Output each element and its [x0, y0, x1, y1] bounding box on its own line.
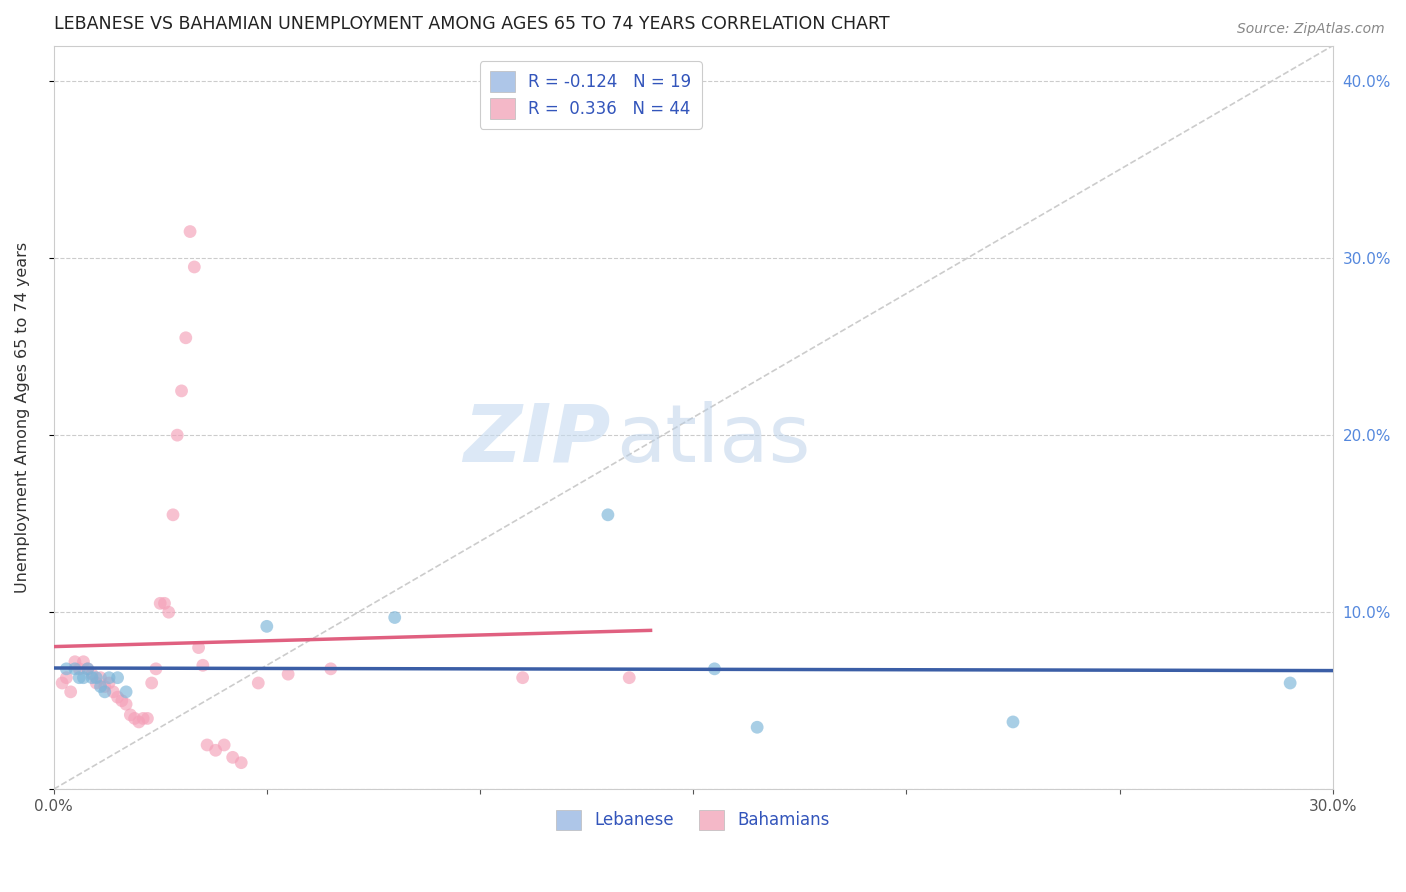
Text: LEBANESE VS BAHAMIAN UNEMPLOYMENT AMONG AGES 65 TO 74 YEARS CORRELATION CHART: LEBANESE VS BAHAMIAN UNEMPLOYMENT AMONG …: [53, 15, 889, 33]
Point: [132, 711, 155, 725]
Point: [1279, 676, 1302, 690]
Point: [84, 671, 107, 685]
Point: [183, 260, 205, 274]
Point: [94, 680, 117, 694]
Point: [153, 596, 176, 610]
Point: [136, 711, 159, 725]
Point: [51, 676, 73, 690]
Point: [703, 662, 725, 676]
Point: [149, 596, 172, 610]
Point: [124, 711, 146, 725]
Point: [195, 738, 218, 752]
Point: [107, 671, 129, 685]
Point: [247, 676, 270, 690]
Point: [63, 662, 86, 676]
Point: [67, 671, 90, 685]
Point: [157, 605, 180, 619]
Point: [596, 508, 619, 522]
Point: [98, 676, 121, 690]
Point: [231, 756, 253, 770]
Point: [166, 428, 188, 442]
Point: [98, 671, 121, 685]
Point: [72, 655, 94, 669]
Point: [115, 685, 138, 699]
Text: atlas: atlas: [616, 401, 811, 479]
Point: [89, 671, 111, 685]
Point: [76, 662, 98, 676]
Point: [115, 698, 138, 712]
Point: [204, 743, 226, 757]
Text: ZIP: ZIP: [463, 401, 610, 479]
Point: [174, 331, 197, 345]
Point: [72, 671, 94, 685]
Point: [619, 671, 641, 685]
Point: [512, 671, 534, 685]
Point: [107, 690, 129, 705]
Point: [1001, 714, 1024, 729]
Point: [84, 676, 107, 690]
Point: [63, 655, 86, 669]
Point: [94, 685, 117, 699]
Legend: Lebanese, Bahamians: Lebanese, Bahamians: [550, 803, 837, 837]
Point: [89, 680, 111, 694]
Point: [128, 714, 150, 729]
Point: [103, 685, 125, 699]
Point: [141, 676, 163, 690]
Point: [145, 662, 167, 676]
Point: [747, 720, 769, 734]
Point: [55, 662, 77, 676]
Point: [191, 658, 214, 673]
Point: [59, 685, 82, 699]
Point: [111, 694, 134, 708]
Point: [384, 610, 406, 624]
Point: [179, 225, 201, 239]
Point: [187, 640, 209, 655]
Text: Source: ZipAtlas.com: Source: ZipAtlas.com: [1237, 22, 1385, 37]
Point: [76, 662, 98, 676]
Point: [170, 384, 193, 398]
Point: [80, 671, 103, 685]
Point: [256, 619, 278, 633]
Point: [55, 671, 77, 685]
Point: [120, 707, 142, 722]
Point: [222, 750, 245, 764]
Point: [162, 508, 184, 522]
Point: [277, 667, 299, 681]
Point: [80, 667, 103, 681]
Point: [67, 662, 90, 676]
Point: [212, 738, 235, 752]
Point: [319, 662, 342, 676]
Y-axis label: Unemployment Among Ages 65 to 74 years: Unemployment Among Ages 65 to 74 years: [15, 242, 30, 593]
